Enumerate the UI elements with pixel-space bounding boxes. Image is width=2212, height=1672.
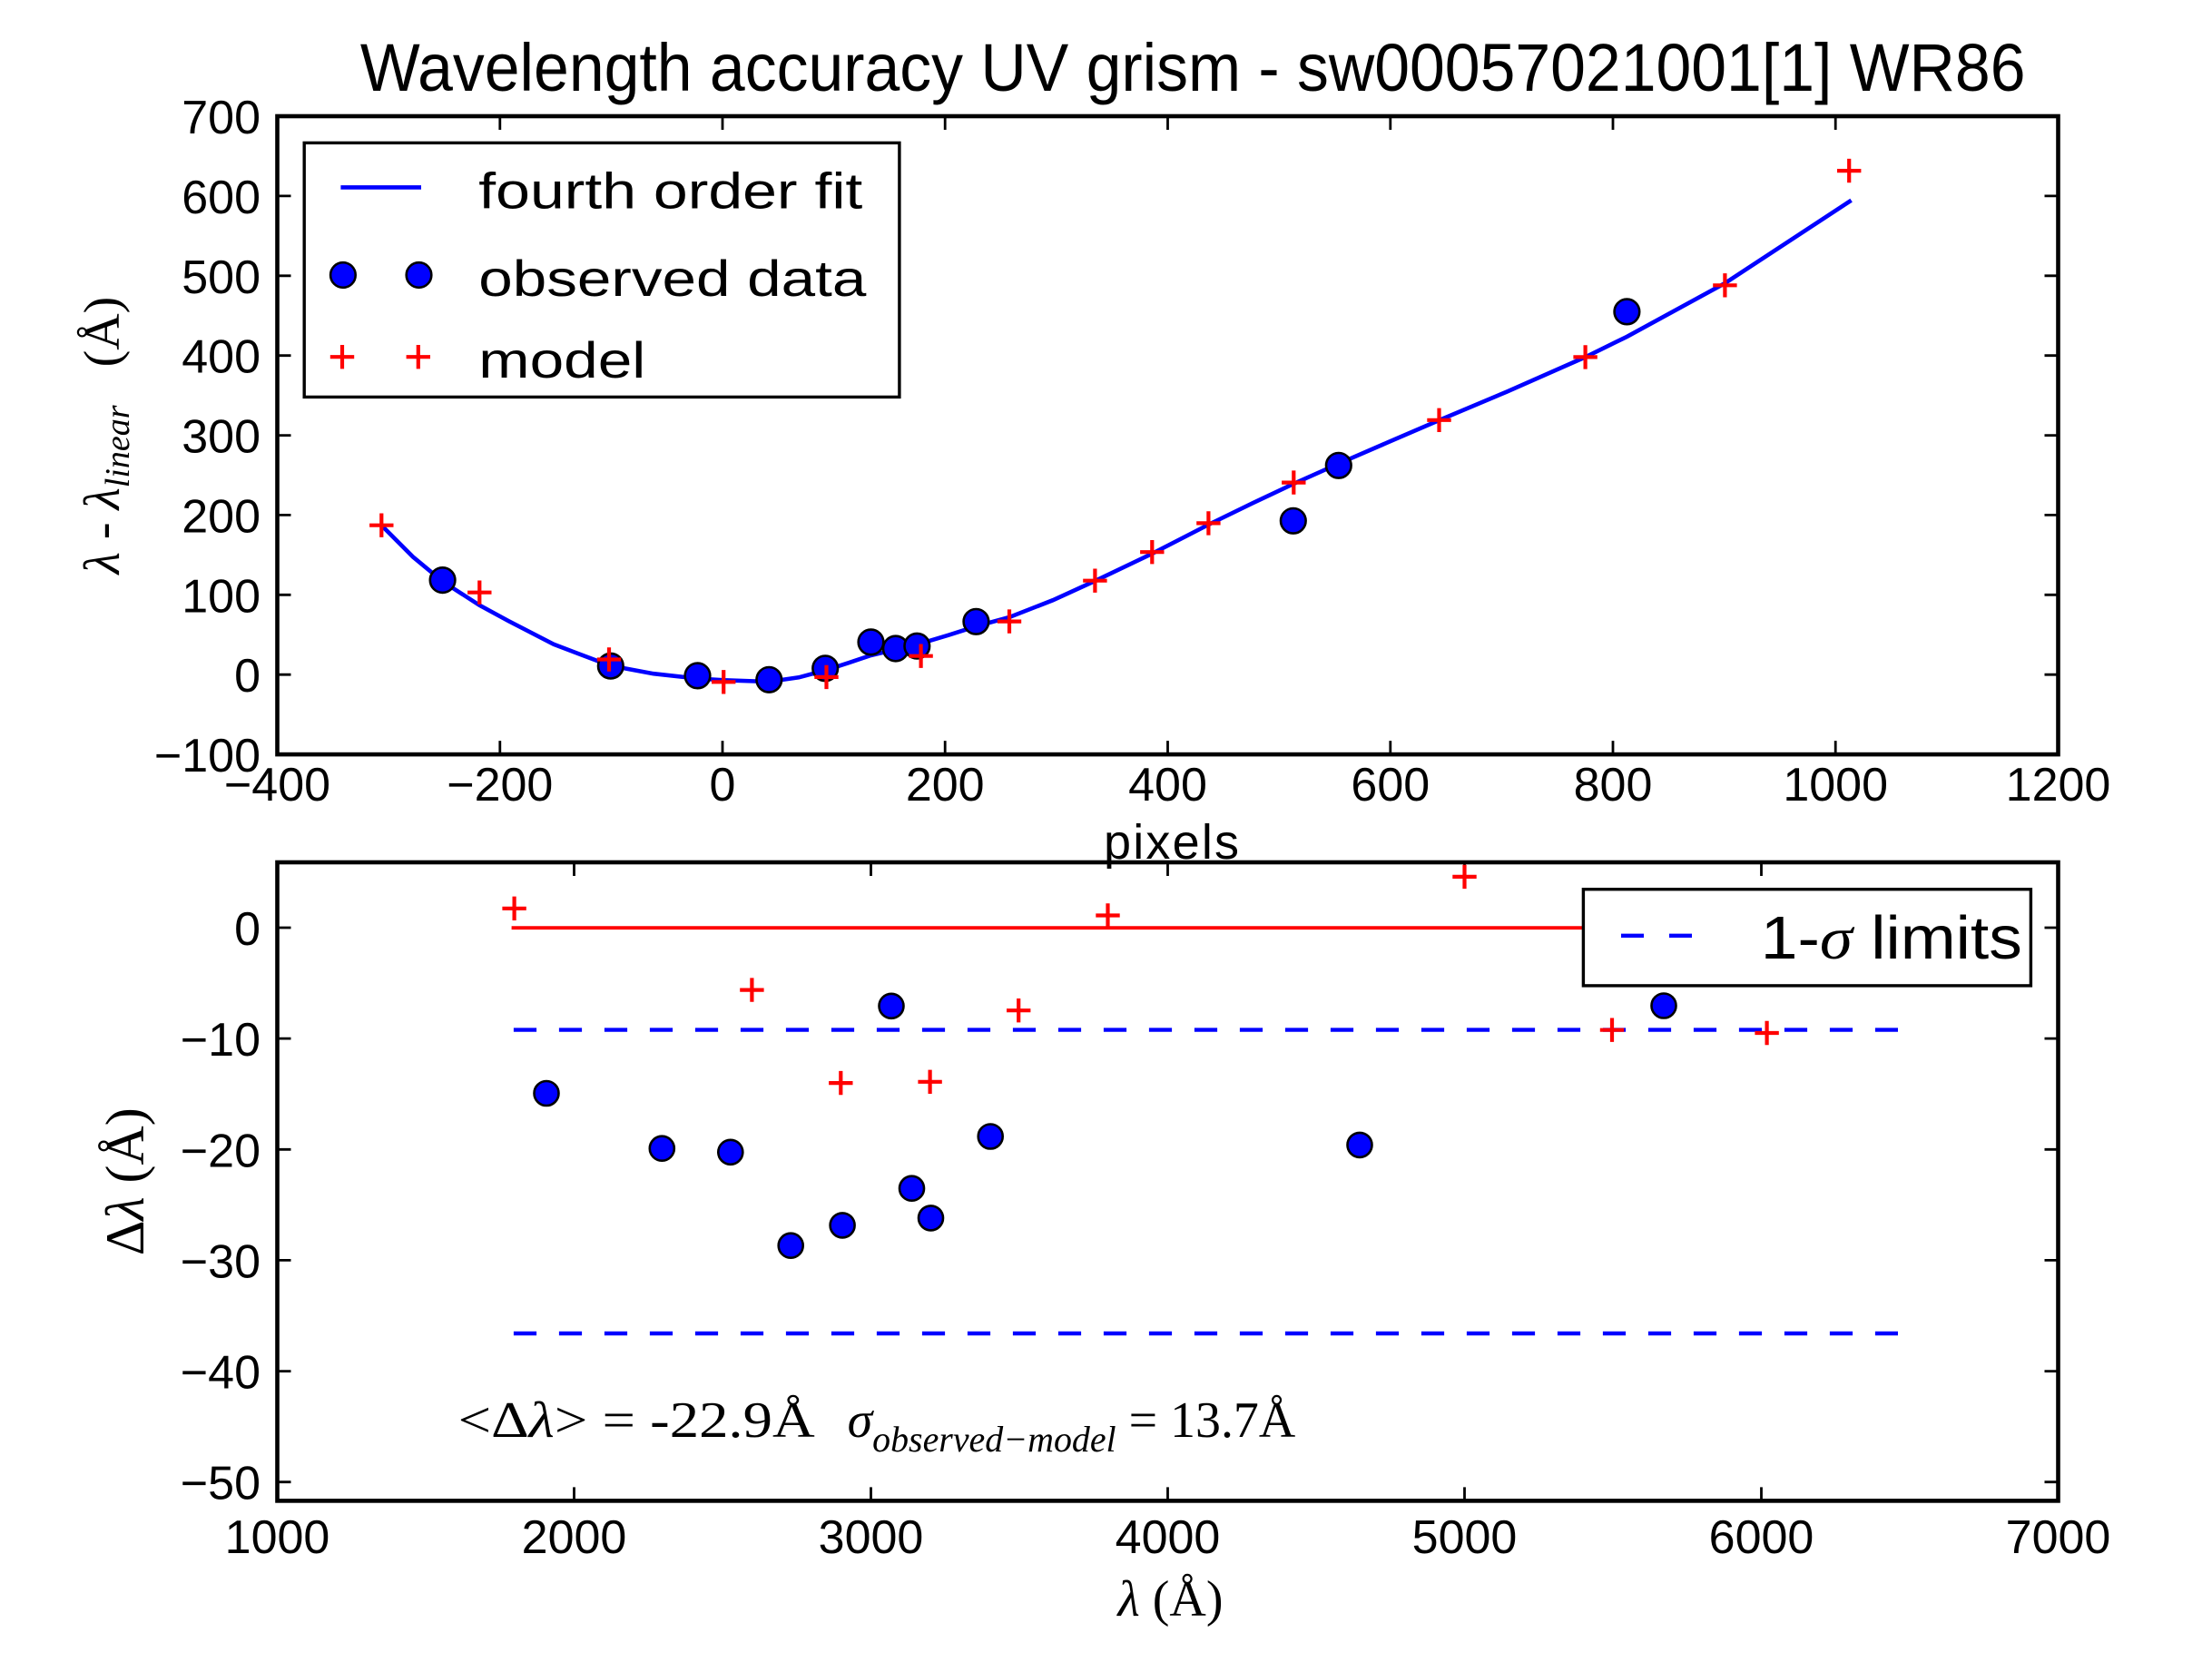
svg-text:700: 700 bbox=[182, 92, 261, 144]
svg-text:σobserved−model = 13.7Å: σobserved−model = 13.7Å bbox=[848, 1392, 1296, 1460]
svg-text:600: 600 bbox=[1351, 759, 1430, 811]
svg-text:0: 0 bbox=[234, 650, 261, 703]
svg-text:300: 300 bbox=[182, 411, 261, 464]
svg-text:1-σ limits: 1-σ limits bbox=[1761, 904, 2022, 972]
svg-text:Δλ (Å): Δλ (Å) bbox=[95, 1107, 155, 1255]
svg-text:0: 0 bbox=[234, 903, 261, 956]
svg-text:2000: 2000 bbox=[522, 1511, 627, 1564]
svg-text:500: 500 bbox=[182, 251, 261, 304]
svg-text:−20: −20 bbox=[181, 1125, 261, 1177]
svg-text:4000: 4000 bbox=[1116, 1511, 1221, 1564]
svg-text:1000: 1000 bbox=[1783, 759, 1888, 811]
svg-text:6000: 6000 bbox=[1709, 1511, 1814, 1564]
svg-text:5000: 5000 bbox=[1412, 1511, 1518, 1564]
svg-text:−30: −30 bbox=[181, 1235, 261, 1288]
svg-text:−40: −40 bbox=[181, 1347, 261, 1400]
svg-text:−400: −400 bbox=[224, 759, 330, 811]
svg-text:7000: 7000 bbox=[2006, 1511, 2111, 1564]
svg-text:800: 800 bbox=[1574, 759, 1653, 811]
svg-text:fourth order fit: fourth order fit bbox=[478, 162, 863, 219]
svg-text:λ (Å): λ (Å) bbox=[1116, 1571, 1223, 1628]
svg-text:100: 100 bbox=[182, 570, 261, 623]
svg-text:600: 600 bbox=[182, 172, 261, 224]
svg-text:1200: 1200 bbox=[2006, 759, 2111, 811]
svg-text:−200: −200 bbox=[447, 759, 553, 811]
svg-text:−100: −100 bbox=[154, 730, 261, 782]
svg-text:observed data: observed data bbox=[478, 250, 867, 307]
svg-text:0: 0 bbox=[710, 759, 736, 811]
svg-text:−10: −10 bbox=[181, 1014, 261, 1067]
svg-text:<Δλ> = -22.9Å: <Δ λ> = -22.9Å bbox=[458, 1392, 816, 1449]
svg-text:1000: 1000 bbox=[225, 1511, 330, 1564]
svg-text:400: 400 bbox=[1128, 759, 1207, 811]
svg-text:−50: −50 bbox=[181, 1458, 261, 1510]
svg-text:400: 400 bbox=[182, 331, 261, 384]
svg-text:Wavelength accuracy UV grism -: Wavelength accuracy UV grism - sw0005702… bbox=[360, 30, 2026, 105]
svg-text:model: model bbox=[478, 331, 645, 388]
svg-text:200: 200 bbox=[906, 759, 985, 811]
svg-text:3000: 3000 bbox=[819, 1511, 924, 1564]
svg-text:200: 200 bbox=[182, 490, 261, 543]
svg-text:λ - λlinear (Å): λ - λlinear (Å) bbox=[74, 297, 137, 576]
